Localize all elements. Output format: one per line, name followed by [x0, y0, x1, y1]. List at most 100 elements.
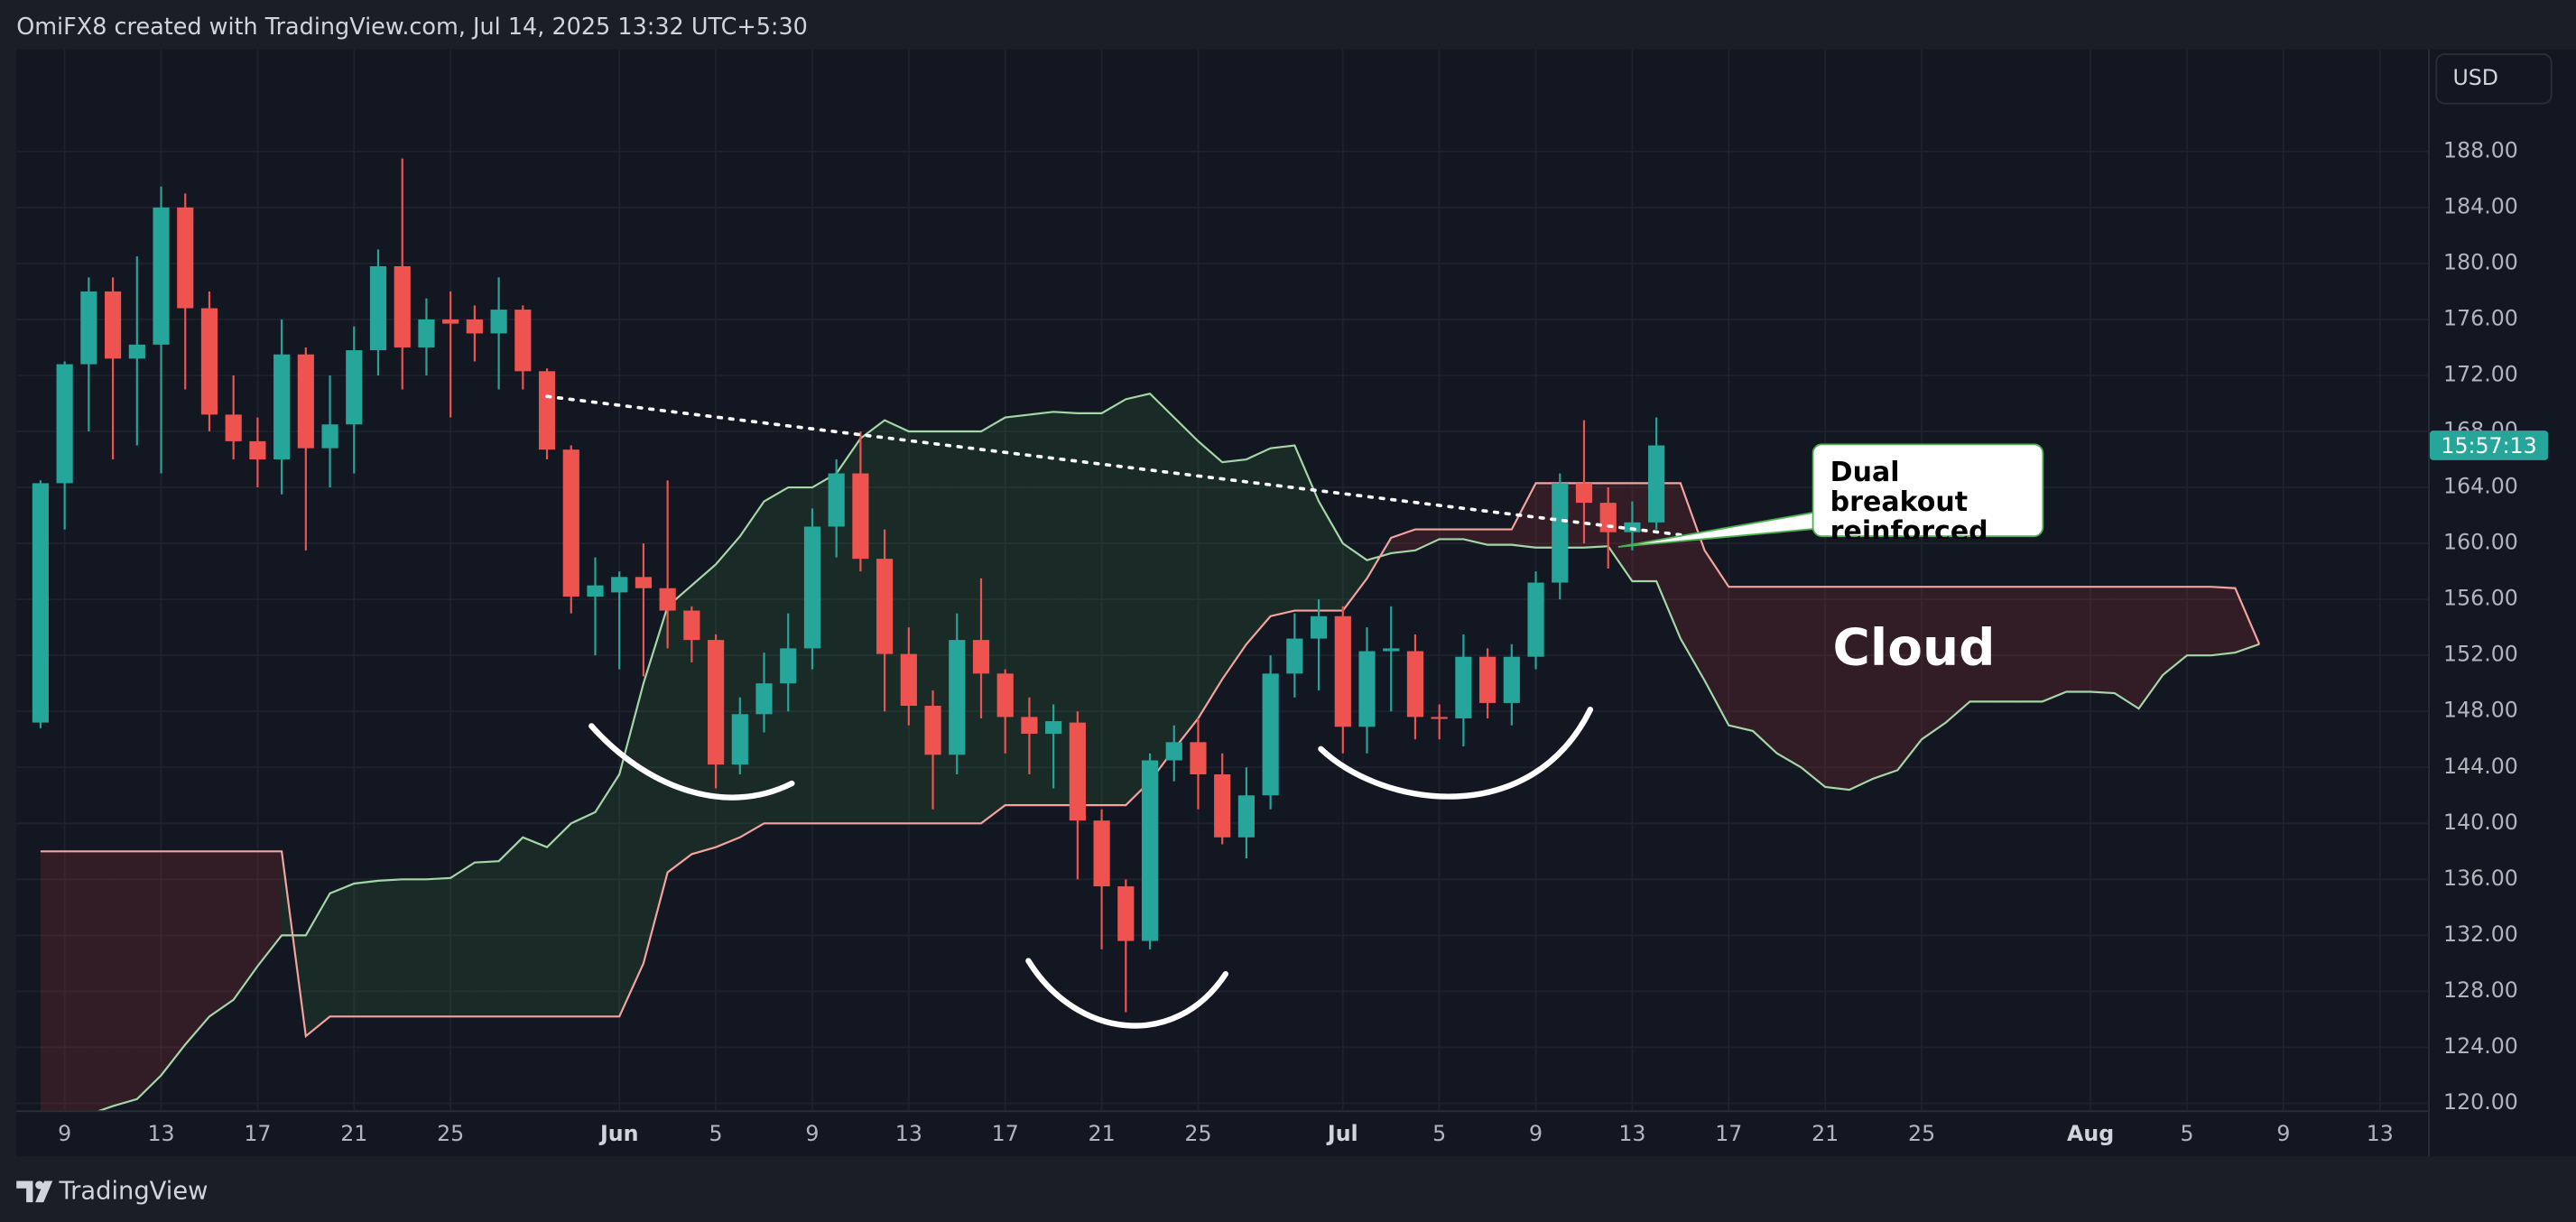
cloud-fill — [1414, 529, 1440, 551]
candle-body — [225, 414, 242, 441]
x-tick-label: 25 — [437, 1121, 464, 1146]
cloud-fill — [1922, 587, 1946, 740]
candle-body — [200, 308, 218, 415]
candle-body — [1093, 820, 1110, 887]
cloud-fill — [2042, 587, 2067, 702]
cloud-fill — [40, 851, 65, 1111]
candle-body — [1286, 638, 1303, 674]
cloud-fill — [185, 851, 209, 1045]
candle-body — [490, 310, 507, 334]
candle-body — [803, 526, 821, 649]
candle-body — [1310, 616, 1328, 639]
candle-body — [1431, 717, 1448, 719]
candle-body — [153, 207, 170, 345]
y-tick-label: 124.00 — [2443, 1033, 2518, 1059]
candle-body — [1599, 503, 1617, 532]
x-tick-label: 9 — [2276, 1121, 2290, 1146]
cloud-fill — [305, 893, 330, 1037]
candle-body — [56, 364, 73, 484]
cloud-fill — [1463, 529, 1488, 545]
candle-body — [1552, 483, 1569, 583]
x-tick-label: 5 — [2180, 1121, 2193, 1146]
candle-body — [177, 207, 194, 309]
cloud-line — [97, 392, 2260, 1111]
candle-body — [1237, 795, 1255, 838]
x-tick-label: 5 — [709, 1121, 723, 1146]
header-title: OmiFX8 created with TradingView.com, Jul… — [16, 14, 808, 41]
cloud-fill — [570, 811, 596, 1017]
x-tick-label: 13 — [895, 1121, 922, 1146]
x-tick-label: Jul — [1326, 1121, 1358, 1146]
cloud-fill — [2066, 587, 2091, 692]
y-tick-label: 180.00 — [2443, 249, 2518, 274]
candle-body — [876, 559, 894, 654]
candle-body — [249, 440, 266, 460]
arc — [1318, 707, 1594, 800]
cloud-fill — [957, 431, 981, 824]
y-tick-label: 148.00 — [2443, 698, 2518, 723]
candle-body — [1165, 742, 1182, 761]
y-tick-label: 120.00 — [2443, 1089, 2518, 1115]
candle-body — [659, 588, 676, 611]
cloud-fill — [136, 851, 162, 1099]
cloud-fill — [1873, 587, 1898, 779]
y-tick-label: 128.00 — [2443, 977, 2518, 1003]
candle-body — [1334, 616, 1351, 727]
cloud-fill — [1005, 414, 1030, 806]
chart-pane — [16, 49, 2576, 1157]
currency-label[interactable]: USD — [2452, 65, 2498, 90]
candle-body — [707, 640, 725, 765]
candle-body — [1406, 651, 1424, 717]
y-tick-label: 188.00 — [2443, 137, 2518, 162]
candle-body — [1045, 721, 1062, 735]
cloud-fill — [1294, 445, 1320, 611]
plot — [32, 158, 2261, 1111]
candle-body — [297, 354, 314, 449]
annotations: Dual breakout reinforced Cloud — [588, 443, 2044, 1029]
cloud-fill — [1704, 550, 1729, 726]
x-tick-label: 25 — [1184, 1121, 1211, 1146]
x-tick-label: 9 — [805, 1121, 819, 1146]
candle-body — [1262, 673, 1279, 796]
cloud-fill — [377, 879, 403, 1017]
candle-body — [346, 350, 363, 425]
candle-body — [587, 585, 604, 597]
candle-body — [611, 577, 628, 593]
axes: 120.00 124.00 128.00 132.00 136.00 140.00 144.… — [58, 137, 2549, 1146]
candle-body — [828, 473, 845, 527]
cloud-fill — [2138, 587, 2164, 709]
x-tick-label: 5 — [1432, 1121, 1446, 1146]
candle-body — [1455, 656, 1472, 718]
cloud-fill — [1173, 417, 1199, 750]
candle-body — [442, 319, 459, 324]
cloud-fill — [1246, 448, 1271, 644]
cloud-fill — [1029, 412, 1054, 806]
candle-body — [996, 673, 1014, 717]
y-tick-label: 164.00 — [2443, 474, 2518, 499]
price-label — [2430, 430, 2549, 460]
x-tick-label: 9 — [1529, 1121, 1543, 1146]
y-tick-label: 152.00 — [2443, 642, 2518, 667]
cloud-fill — [1222, 459, 1246, 680]
candle-body — [900, 653, 917, 707]
candle-body — [1021, 717, 1038, 735]
cloud-fill — [1994, 587, 2018, 702]
cloud-fill — [88, 851, 114, 1111]
currency-button[interactable] — [2435, 53, 2553, 105]
x-tick-label: 13 — [2367, 1121, 2394, 1146]
candle-body — [731, 714, 748, 765]
cloud-fill — [1680, 483, 1705, 681]
cloud-fill — [474, 861, 499, 1017]
candle-body — [80, 291, 97, 365]
y-tick-label: 140.00 — [2443, 810, 2518, 835]
cloud-fill — [1728, 587, 1754, 731]
cloud-label: Cloud — [1832, 618, 1995, 677]
candle-body — [104, 291, 122, 359]
cloud-fill — [233, 851, 258, 1000]
cloud-fill — [667, 585, 692, 873]
y-tick-label: 136.00 — [2443, 866, 2518, 891]
cloud-fill — [1053, 412, 1078, 806]
candle-body — [562, 449, 579, 597]
x-tick-label: 17 — [1715, 1121, 1742, 1146]
x-tick-label: Aug — [2067, 1121, 2114, 1146]
